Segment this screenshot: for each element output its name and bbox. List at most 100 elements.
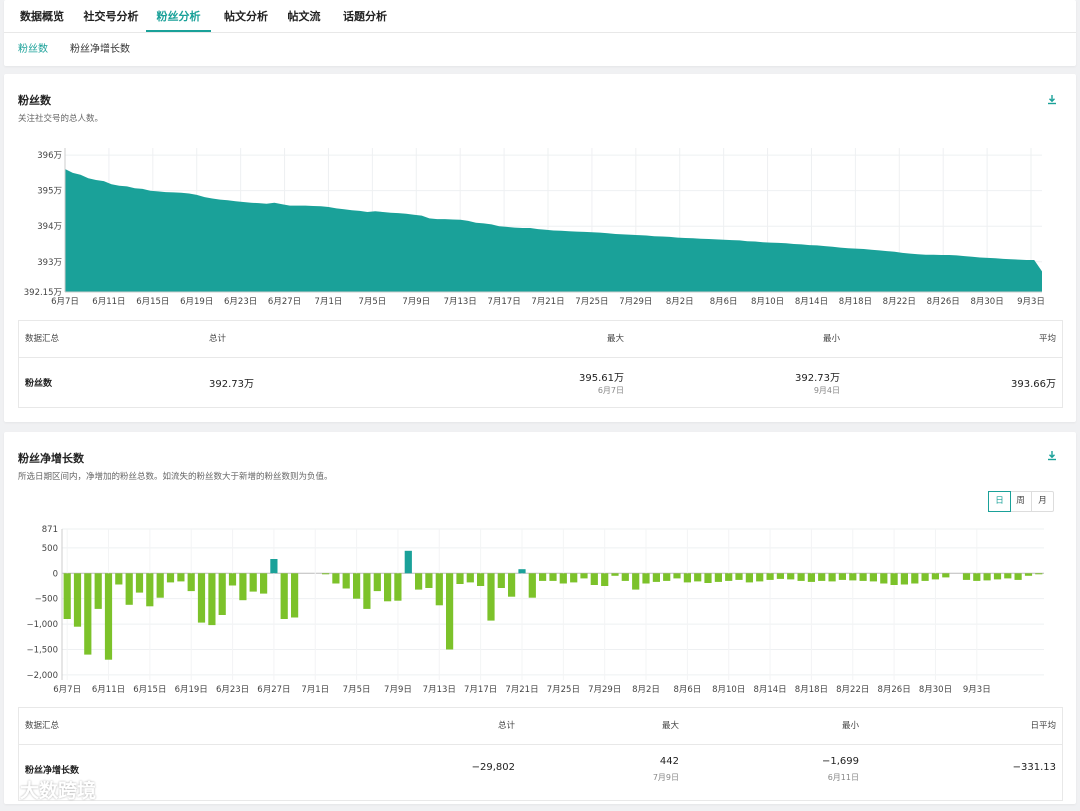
y-tick-label: 871 — [42, 525, 58, 535]
growth-bar — [590, 573, 598, 585]
x-tick-label: 7月29日 — [588, 685, 621, 695]
summary-max-date: 6月7日 — [597, 386, 624, 395]
growth-bar — [921, 573, 929, 581]
growth-bar — [135, 573, 144, 593]
tab-post-analysis[interactable]: 帖文分析 — [224, 10, 268, 23]
growth-card-title: 粉丝净增长数 — [18, 452, 84, 465]
growth-bar — [166, 573, 175, 583]
download-icon[interactable] — [1046, 94, 1058, 106]
x-tick-label: 7月17日 — [487, 297, 520, 307]
y-tick-label: −2,000 — [27, 671, 58, 681]
growth-bar — [446, 573, 454, 650]
growth-bar — [1024, 573, 1033, 576]
growth-bar — [652, 573, 660, 582]
growth-bar — [435, 573, 443, 606]
growth-bar-chart: 871 500 0 −500 −1,000 −1,500 −2,000 6月7日 6月11日 6月… — [27, 525, 1044, 695]
x-tick-label: 6月19日 — [180, 297, 213, 307]
growth-bar — [177, 573, 185, 582]
x-tick-label: 7月21日 — [531, 297, 564, 307]
growth-bar — [993, 573, 1002, 580]
growth-bar — [94, 573, 102, 609]
growth-bar — [363, 573, 371, 609]
y-tick-label: 500 — [42, 544, 58, 554]
growth-bar — [342, 573, 350, 589]
x-tick-label: 8月30日 — [919, 685, 952, 695]
growth-bar — [497, 573, 505, 588]
growth-bar — [621, 573, 629, 581]
growth-bar — [197, 573, 206, 623]
followers-card: 粉丝数 关注社交号的总人数。 396万 395万 394万 393万 392.15万 6月… — [4, 74, 1076, 422]
x-tick-label: 8月14日 — [753, 685, 786, 695]
growth-bar — [869, 573, 877, 582]
x-tick-label: 6月15日 — [133, 685, 166, 695]
x-tick-label: 6月7日 — [53, 685, 81, 695]
growth-bar — [766, 573, 774, 580]
growth-bar — [580, 573, 588, 579]
x-tick-label: 8月6日 — [710, 297, 738, 307]
growth-card-description: 所选日期区间内，净增加的粉丝总数。如流失的粉丝数大于新增的粉丝数则为负值。 — [18, 472, 333, 482]
growth-bar — [125, 573, 133, 605]
growth-bar — [797, 573, 805, 581]
y-tick-label: −1,000 — [27, 620, 58, 630]
x-tick-label: 9月3日 — [963, 685, 991, 695]
followers-card-description: 关注社交号的总人数。 — [18, 114, 104, 124]
growth-bar — [291, 573, 299, 618]
x-tick-label: 8月30日 — [970, 297, 1003, 307]
y-tick-label: 394万 — [37, 222, 62, 232]
growth-bar — [683, 573, 691, 583]
period-day-button[interactable]: 日 — [988, 491, 1011, 512]
growth-bar — [611, 573, 619, 576]
x-tick-label: 6月23日 — [216, 685, 249, 695]
growth-bar — [384, 573, 392, 602]
x-tick-label: 7月1日 — [315, 297, 343, 307]
growth-bar — [601, 573, 609, 586]
x-tick-label: 8月2日 — [632, 685, 660, 695]
growth-bar — [280, 573, 288, 619]
summary-max-date: 7月9日 — [652, 773, 679, 782]
subtab-followers[interactable]: 粉丝数 — [18, 44, 48, 55]
tab-overview[interactable]: 数据概览 — [20, 10, 64, 23]
tab-follower-analysis[interactable]: 粉丝分析 — [146, 0, 211, 32]
x-tick-label: 7月1日 — [301, 685, 329, 695]
growth-bar — [466, 573, 474, 583]
growth-bar — [353, 573, 361, 599]
tab-post-stream[interactable]: 帖文流 — [287, 10, 321, 23]
x-tick-label: 8月22日 — [883, 297, 916, 307]
summary-avg: 393.66万 — [1011, 379, 1056, 390]
followers-summary-table: 数据汇总 总计 最大 最小 平均 粉丝数 392.73万 395.61万 6月7… — [18, 320, 1063, 408]
x-tick-label: 7月29日 — [619, 297, 652, 307]
x-tick-label: 8月10日 — [712, 685, 745, 695]
x-tick-label: 8月22日 — [836, 685, 869, 695]
x-tick-label: 8月2日 — [666, 297, 694, 307]
download-icon[interactable] — [1046, 450, 1058, 462]
y-tick-label: −500 — [35, 595, 58, 605]
x-tick-label: 8月18日 — [839, 297, 872, 307]
growth-bar — [477, 573, 485, 586]
growth-bar — [704, 573, 712, 583]
growth-bar — [270, 559, 278, 574]
period-week-button[interactable]: 周 — [1010, 492, 1032, 511]
growth-bar — [104, 573, 113, 660]
tab-account-analysis[interactable]: 社交号分析 — [83, 10, 139, 23]
summary-row-label: 粉丝数 — [25, 379, 53, 389]
growth-bar — [787, 573, 795, 580]
growth-bar — [880, 573, 888, 584]
tab-topic-analysis[interactable]: 话题分析 — [343, 10, 387, 23]
summary-total: 392.73万 — [209, 379, 254, 390]
growth-bar — [838, 573, 846, 580]
x-tick-label: 7月5日 — [358, 297, 386, 307]
growth-bar — [528, 573, 536, 598]
subtab-net-growth[interactable]: 粉丝净增长数 — [70, 44, 130, 55]
period-month-button[interactable]: 月 — [1038, 496, 1047, 506]
growth-card: 粉丝净增长数 所选日期区间内，净增加的粉丝总数。如流失的粉丝数大于新增的粉丝数则… — [4, 432, 1076, 804]
growth-bar — [187, 573, 195, 592]
growth-bar — [1004, 573, 1012, 579]
growth-bar — [642, 573, 650, 584]
summary-header-label: 数据汇总 — [25, 334, 60, 344]
y-tick-label: 396万 — [37, 151, 62, 161]
summary-header-max: 最大 — [606, 334, 624, 344]
x-tick-label: 6月19日 — [175, 685, 208, 695]
growth-bar — [962, 573, 971, 580]
summary-header-min: 最小 — [822, 334, 840, 344]
growth-bar — [714, 573, 722, 582]
